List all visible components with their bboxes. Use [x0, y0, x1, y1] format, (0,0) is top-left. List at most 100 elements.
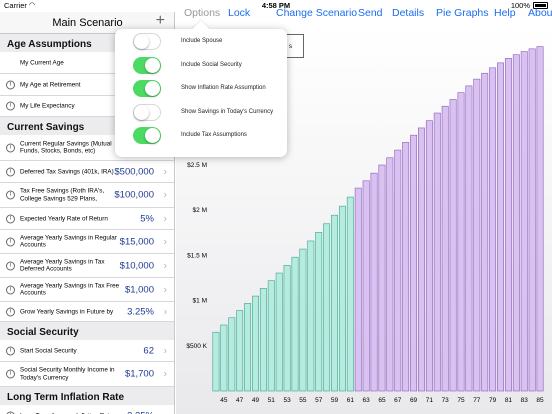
nav-send[interactable]: Send — [358, 7, 383, 19]
option-label: Include Social Security — [181, 61, 242, 68]
settings-row[interactable]: i Average Yearly Savings in Tax Deferred … — [0, 254, 174, 278]
toggle-knob — [134, 104, 149, 120]
chevron-right-icon: › — [163, 165, 167, 177]
chevron-right-icon: › — [163, 235, 167, 247]
nav-options[interactable]: Options — [184, 7, 221, 19]
chart-bar — [473, 78, 481, 392]
chart-bar — [252, 295, 259, 392]
info-icon[interactable]: i — [6, 101, 15, 111]
battery-icon — [533, 2, 548, 9]
row-value: $15,000 — [119, 235, 154, 247]
chart-bar — [236, 310, 244, 392]
toggle-knob — [145, 57, 160, 73]
nav-pie-graphs[interactable]: Pie Graphs — [436, 7, 489, 19]
info-icon[interactable]: i — [6, 261, 15, 270]
chart-bar — [441, 105, 449, 392]
settings-row[interactable]: i Average Yearly Savings in Tax Free Acco… — [0, 278, 174, 302]
info-icon[interactable]: i — [6, 237, 15, 246]
y-tick-label: $2.5 M — [187, 162, 207, 169]
row-label: Expected Yearly Rate of Return — [20, 214, 108, 222]
row-value: 62 — [143, 344, 154, 356]
x-tick-label: 71 — [426, 397, 434, 404]
chevron-right-icon: › — [163, 344, 167, 356]
nav-help[interactable]: Help — [494, 7, 516, 19]
info-icon[interactable]: i — [6, 285, 15, 294]
info-icon[interactable]: i — [6, 190, 15, 200]
chart-bar — [244, 303, 252, 392]
toggle-switch[interactable] — [133, 103, 161, 121]
x-tick-label: 47 — [236, 397, 244, 404]
info-icon[interactable]: i — [6, 214, 15, 223]
option-label: Show Inflation Rate Assumption — [181, 85, 266, 91]
settings-row[interactable]: i Expected Yearly Rate of Return 5% › — [0, 208, 174, 230]
chart-bar — [528, 48, 536, 392]
row-label: Tax Free Savings (Roth IRA's, College Sa… — [20, 187, 105, 203]
option-row: Show Savings in Today's Currency — [115, 102, 287, 124]
options-popover: Include Spouse Include Social Security Sho… — [115, 20, 287, 157]
nav-about[interactable]: About — [528, 7, 552, 19]
chart-bar — [220, 324, 228, 392]
chart-bar — [433, 112, 441, 392]
x-tick-label: 55 — [299, 397, 307, 404]
chart-bar — [370, 172, 378, 392]
x-tick-label: 61 — [347, 397, 355, 404]
chart-bar — [346, 196, 354, 392]
row-label: Start Social Security — [20, 346, 77, 354]
row-value: 3.25% — [127, 411, 154, 414]
chevron-right-icon: › — [163, 305, 167, 317]
chart-bar — [275, 272, 283, 392]
chevron-right-icon: › — [163, 368, 167, 380]
chart-bar — [394, 149, 402, 392]
info-icon[interactable]: i — [6, 346, 15, 355]
info-icon[interactable]: i — [6, 307, 15, 316]
settings-row[interactable]: i Average Yearly Savings in Regular Accou… — [0, 230, 174, 254]
x-tick-label: 49 — [252, 397, 260, 404]
chart-bar — [418, 127, 425, 392]
info-icon[interactable]: i — [6, 167, 15, 176]
info-icon[interactable]: i — [6, 369, 15, 379]
x-tick-label: 69 — [410, 397, 418, 404]
row-label: My Life Expectancy — [20, 102, 75, 110]
settings-row[interactable]: i Deferred Tax Savings (401k, IRA) $500,00… — [0, 161, 174, 183]
row-label: Current Regular Savings (Mutual Funds, S… — [20, 140, 112, 155]
add-scenario-icon[interactable]: + — [155, 12, 165, 29]
row-label: Grow Yearly Savings in Future by — [20, 307, 114, 315]
info-icon[interactable]: i — [6, 80, 15, 89]
chart-bar — [267, 280, 275, 392]
y-tick-label: $500 K — [186, 343, 207, 350]
chart-bar — [410, 134, 418, 392]
settings-row[interactable]: i Grow Yearly Savings in Future by 3.25% › — [0, 302, 174, 322]
nav-lock[interactable]: Lock — [228, 7, 251, 19]
nav-change-scenario[interactable]: Change Scenario — [276, 7, 358, 19]
y-tick-label: $2 M — [193, 207, 207, 214]
chart-bar — [489, 67, 497, 392]
nav-details[interactable]: Details — [392, 7, 425, 19]
toggle-knob — [145, 128, 160, 143]
legend-label: s — [289, 44, 292, 50]
info-icon[interactable]: i — [6, 143, 15, 152]
status-bar: Carrier ◠ 4:58 PM 100% — [0, 0, 552, 12]
x-tick-label: 63 — [363, 397, 371, 404]
row-value: $500,000 — [114, 165, 154, 177]
settings-row[interactable]: i Social Security Monthly Income in Today… — [0, 362, 174, 387]
settings-row[interactable]: i Start Social Security 62 › — [0, 340, 174, 362]
settings-row[interactable]: i Long Term Average Inflation Rate 3.25% › — [0, 405, 174, 414]
settings-row[interactable]: i Tax Free Savings (Roth IRA's, College S… — [0, 183, 174, 208]
carrier-label: Carrier — [4, 1, 27, 10]
chart-bar — [504, 58, 512, 392]
status-time: 4:58 PM — [261, 1, 291, 10]
info-icon[interactable]: i — [6, 411, 15, 414]
row-value: $100,000 — [114, 189, 154, 201]
row-value: 5% — [140, 212, 154, 224]
toggle-switch[interactable] — [133, 127, 161, 144]
option-row: Include Tax Assumptions — [115, 125, 287, 147]
battery-percent: 100% — [510, 1, 530, 10]
toggle-switch[interactable] — [133, 56, 161, 74]
row-label: Social Security Monthly Income in Today'… — [20, 366, 115, 382]
chart-bar — [520, 51, 528, 392]
navbar: Options Lock Change Scenario Send Details Pie… — [176, 0, 552, 26]
toggle-switch[interactable] — [133, 80, 161, 97]
chart-bar — [497, 62, 504, 392]
toggle-knob — [145, 81, 160, 96]
toggle-switch[interactable] — [133, 33, 161, 50]
